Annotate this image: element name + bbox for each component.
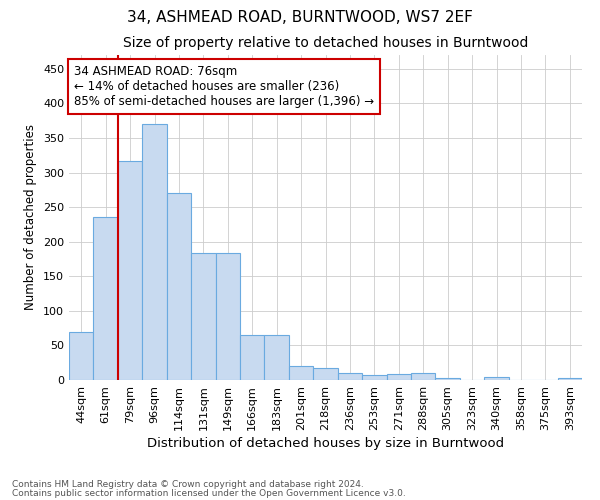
Bar <box>215 253 240 380</box>
Bar <box>436 378 460 380</box>
Text: Contains public sector information licensed under the Open Government Licence v3: Contains public sector information licen… <box>12 489 406 498</box>
Bar <box>167 194 191 380</box>
Bar <box>191 253 215 380</box>
Bar <box>289 366 313 380</box>
Y-axis label: Number of detached properties: Number of detached properties <box>25 124 37 310</box>
Bar <box>240 335 265 380</box>
Bar <box>338 373 362 380</box>
Bar <box>69 332 94 380</box>
Text: 34, ASHMEAD ROAD, BURNTWOOD, WS7 2EF: 34, ASHMEAD ROAD, BURNTWOOD, WS7 2EF <box>127 10 473 25</box>
Bar <box>265 335 289 380</box>
Text: 34 ASHMEAD ROAD: 76sqm
← 14% of detached houses are smaller (236)
85% of semi-de: 34 ASHMEAD ROAD: 76sqm ← 14% of detached… <box>74 64 374 108</box>
Bar <box>557 378 582 380</box>
Bar <box>313 368 338 380</box>
X-axis label: Distribution of detached houses by size in Burntwood: Distribution of detached houses by size … <box>147 437 504 450</box>
Text: Contains HM Land Registry data © Crown copyright and database right 2024.: Contains HM Land Registry data © Crown c… <box>12 480 364 489</box>
Bar <box>118 162 142 380</box>
Bar <box>94 217 118 380</box>
Bar <box>411 373 436 380</box>
Title: Size of property relative to detached houses in Burntwood: Size of property relative to detached ho… <box>123 36 528 50</box>
Bar <box>362 375 386 380</box>
Bar <box>386 374 411 380</box>
Bar <box>484 377 509 380</box>
Bar <box>142 124 167 380</box>
